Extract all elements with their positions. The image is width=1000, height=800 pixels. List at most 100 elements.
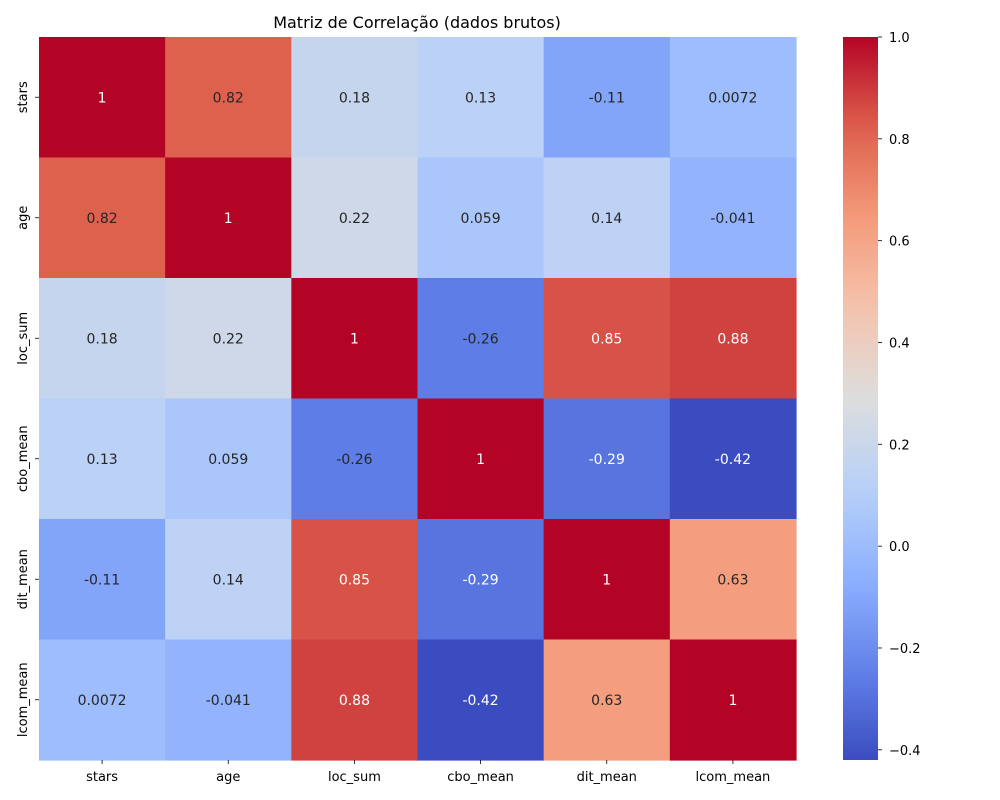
- cell-value-label: 1: [476, 452, 485, 468]
- x-tick-label: cbo_mean: [447, 770, 514, 785]
- heatmap-cell-stars-age: [165, 37, 292, 159]
- heatmap-cell-dit_mean-loc_sum: [291, 519, 419, 641]
- heatmap-cell-loc_sum-dit_mean: [543, 278, 671, 400]
- cell-value-label: 0.88: [717, 331, 748, 347]
- cell-value-label: 1: [98, 90, 107, 106]
- colorbar-tick-label: 1.0: [889, 31, 910, 46]
- cell-value-label: 0.85: [339, 572, 370, 588]
- y-tick-label: lcom_mean: [16, 662, 31, 737]
- cell-value-label: 0.059: [461, 211, 501, 227]
- heatmap-cell-loc_sum-age: [165, 278, 292, 400]
- cell-value-label: 0.13: [465, 90, 496, 106]
- cell-value-label: 1: [728, 693, 737, 709]
- cell-value-label: 0.059: [208, 452, 248, 468]
- heatmap-cell-age-stars: [39, 157, 166, 279]
- heatmap-cell-loc_sum-cbo_mean: [417, 278, 545, 400]
- cell-value-label: 1: [602, 572, 611, 588]
- cell-value-label: 0.88: [339, 693, 370, 709]
- y-tick-label: dit_mean: [16, 549, 31, 609]
- heatmap-cell-age-lcom_mean: [669, 157, 797, 279]
- colorbar-tick-label: 0.0: [889, 540, 910, 555]
- heatmap-cell-lcom_mean-loc_sum: [291, 639, 419, 761]
- cell-value-label: -0.041: [710, 211, 755, 227]
- heatmap-cell-cbo_mean-stars: [39, 398, 166, 520]
- x-axis-ticks: stars age loc_sum cbo_mean dit_mean lcom_mean: [86, 760, 770, 785]
- colorbar-tick-label: −0.2: [889, 642, 921, 657]
- colorbar-tick-label: 0.4: [889, 336, 910, 351]
- cell-value-label: 1: [350, 331, 359, 347]
- colorbar-tick-label: −0.4: [889, 744, 921, 759]
- y-tick-label: cbo_mean: [16, 425, 31, 492]
- cell-value-label: 0.22: [213, 331, 244, 347]
- cell-value-label: 0.63: [591, 693, 622, 709]
- heatmap-cell-stars-lcom_mean: [669, 37, 797, 159]
- y-axis-ticks: stars age loc_sum cbo_mean dit_mean lcom_mean: [16, 81, 39, 737]
- cell-value-label: -0.11: [84, 572, 120, 588]
- heatmap-cell-age-age: [165, 157, 292, 279]
- x-tick-label: loc_sum: [328, 770, 381, 785]
- heatmap-cell-loc_sum-stars: [39, 278, 166, 400]
- heatmap-cell-stars-cbo_mean: [417, 37, 545, 159]
- heatmap-cell-lcom_mean-cbo_mean: [417, 639, 545, 761]
- heatmap-cell-cbo_mean-loc_sum: [291, 398, 419, 520]
- heatmap-cell-lcom_mean-stars: [39, 639, 166, 761]
- y-tick-label: loc_sum: [16, 312, 31, 365]
- cell-value-label: 0.22: [339, 211, 370, 227]
- cell-value-label: 0.14: [213, 572, 244, 588]
- cell-value-label: 0.13: [86, 452, 117, 468]
- x-tick-label: lcom_mean: [696, 770, 771, 785]
- colorbar-tick-label: 0.8: [889, 133, 910, 148]
- x-tick-label: stars: [86, 770, 118, 785]
- heatmap-cell-loc_sum-lcom_mean: [669, 278, 797, 400]
- heatmap-cell-stars-loc_sum: [291, 37, 419, 159]
- cell-value-label: -0.041: [206, 693, 251, 709]
- colorbar: [843, 37, 878, 760]
- heatmap-cell-lcom_mean-dit_mean: [543, 639, 671, 761]
- heatmap-cell-lcom_mean-lcom_mean: [669, 639, 797, 761]
- cell-value-label: 0.14: [591, 211, 622, 227]
- colorbar-ticks: −0.4 −0.2 0.0 0.2 0.4 0.6 0.8 1.0: [878, 31, 921, 759]
- cell-value-label: 0.85: [591, 331, 622, 347]
- heatmap-cell-age-dit_mean: [543, 157, 671, 279]
- heatmap-cell-cbo_mean-dit_mean: [543, 398, 671, 520]
- cell-value-label: 0.0072: [708, 90, 757, 106]
- cell-value-label: -0.26: [336, 452, 372, 468]
- heatmap-cell-stars-dit_mean: [543, 37, 671, 159]
- heatmap-cell-lcom_mean-age: [165, 639, 292, 761]
- chart-title: Matriz de Correlação (dados brutos): [273, 13, 561, 32]
- y-tick-label: age: [16, 206, 31, 230]
- heatmap-cell-age-loc_sum: [291, 157, 419, 279]
- cell-value-label: 0.18: [86, 331, 117, 347]
- heatmap-cell-age-cbo_mean: [417, 157, 545, 279]
- y-tick-label: stars: [16, 81, 31, 113]
- heatmap-cell-dit_mean-cbo_mean: [417, 519, 545, 641]
- colorbar-tick-label: 0.2: [889, 438, 910, 453]
- colorbar-tick-label: 0.6: [889, 235, 910, 250]
- cell-value-label: 1: [224, 211, 233, 227]
- heatmap-cell-dit_mean-age: [165, 519, 292, 641]
- cell-value-label: 0.0072: [78, 693, 127, 709]
- cell-value-label: 0.82: [86, 211, 117, 227]
- heatmap-cell-cbo_mean-age: [165, 398, 292, 520]
- x-tick-label: age: [216, 770, 240, 785]
- heatmap-cell-loc_sum-loc_sum: [291, 278, 419, 400]
- x-tick-label: dit_mean: [577, 770, 637, 785]
- cell-value-label: -0.42: [715, 452, 751, 468]
- heatmap-cell-dit_mean-lcom_mean: [669, 519, 797, 641]
- cell-value-label: -0.42: [462, 693, 498, 709]
- cell-value-label: -0.11: [589, 90, 625, 106]
- cell-value-label: -0.26: [462, 331, 498, 347]
- heatmap-cell-cbo_mean-lcom_mean: [669, 398, 797, 520]
- cell-value-label: -0.29: [462, 572, 498, 588]
- heatmap-cell-stars-stars: [39, 37, 166, 159]
- heatmap-cell-cbo_mean-cbo_mean: [417, 398, 545, 520]
- heatmap-annotations: 1 0.82 0.18 0.13 -0.11 0.0072 0.82 1 0.22 0.059 0.…: [78, 90, 758, 709]
- heatmap-cells: [39, 37, 797, 761]
- cell-value-label: 0.82: [213, 90, 244, 106]
- heatmap-cell-dit_mean-dit_mean: [543, 519, 671, 641]
- cell-value-label: 0.63: [717, 572, 748, 588]
- cell-value-label: -0.29: [589, 452, 625, 468]
- cell-value-label: 0.18: [339, 90, 370, 106]
- heatmap-cell-dit_mean-stars: [39, 519, 166, 641]
